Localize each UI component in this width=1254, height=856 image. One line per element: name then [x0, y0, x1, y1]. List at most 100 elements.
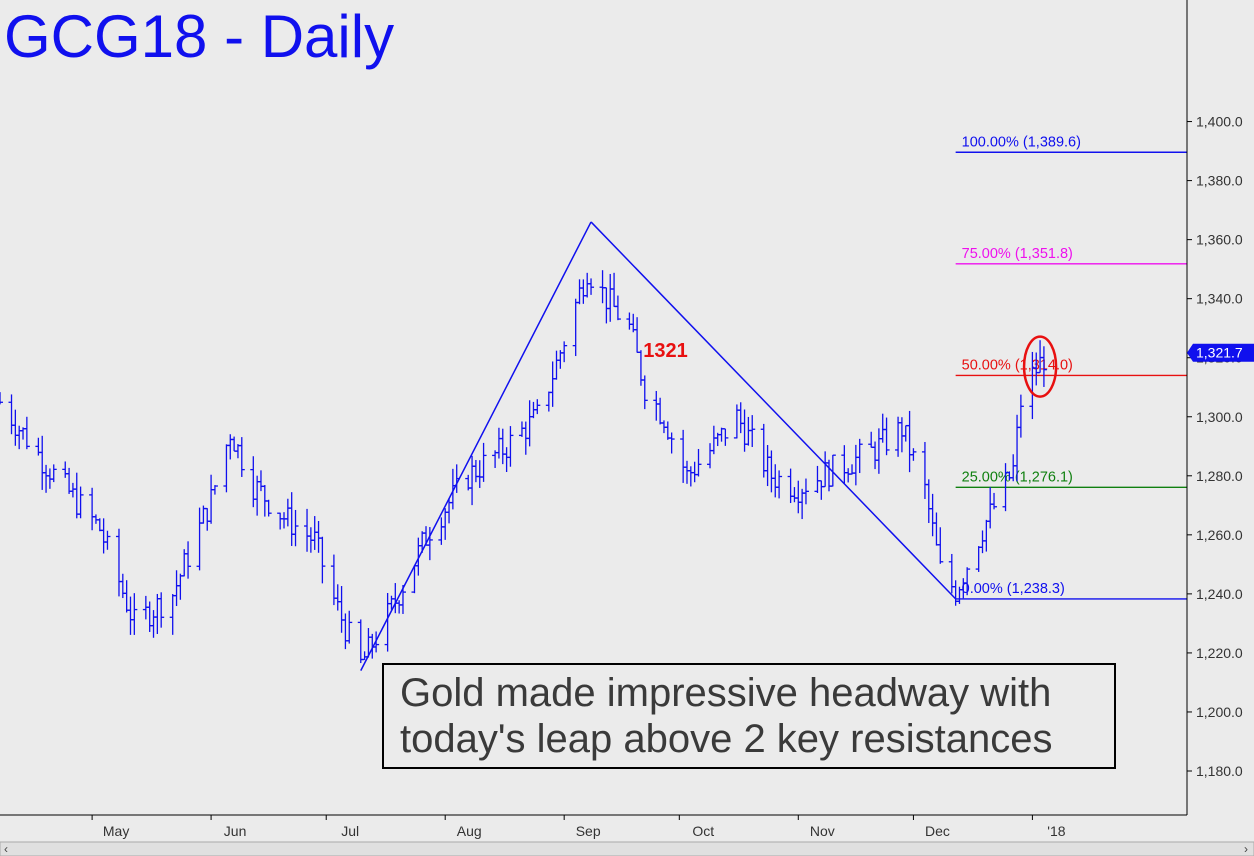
ohlc-bar — [626, 312, 633, 330]
ohlc-bars — [0, 270, 1047, 664]
ohlc-bar — [614, 295, 621, 321]
ohlc-bar — [154, 593, 161, 634]
chart-title: GCG18 - Daily — [4, 3, 395, 70]
ohlc-bar — [357, 619, 364, 664]
ohlc-bar — [553, 350, 560, 380]
ohlc-bar — [89, 487, 96, 531]
ohlc-bar — [657, 397, 664, 425]
ohlc-bar — [929, 493, 936, 537]
ohlc-bar — [599, 270, 606, 304]
ohlc-bar — [534, 399, 541, 415]
annotation-box: Gold made impressive headway with today'… — [382, 663, 1116, 769]
ohlc-bar — [987, 487, 994, 529]
ohlc-bar — [304, 508, 311, 552]
ohlc-bar — [707, 443, 714, 469]
ohlc-bar — [603, 287, 610, 324]
ohlc-bar — [507, 426, 514, 467]
ohlc-bar — [495, 427, 502, 459]
ohlc-bar — [921, 441, 928, 499]
ohlc-bar — [883, 417, 890, 456]
ohlc-bar — [292, 509, 299, 547]
ohlc-bar — [204, 507, 211, 531]
x-tick-label: Dec — [925, 823, 950, 839]
ohlc-bar — [910, 448, 917, 461]
ohlc-bar — [277, 512, 284, 530]
ohlc-bar — [737, 402, 744, 434]
ohlc-bar — [948, 553, 955, 594]
trendline-1 — [590, 221, 957, 600]
last-price-tag — [1187, 343, 1254, 362]
fibonacci-levels: 100.00% (1,389.6)75.00% (1,351.8)50.00% … — [955, 134, 1187, 600]
ohlc-bar — [691, 461, 698, 483]
y-tick-label: 1,340.0 — [1196, 291, 1243, 307]
ohlc-bar — [749, 415, 756, 447]
fib-label-4: 0.00% (1,238.3) — [962, 581, 1065, 597]
y-tick-label: 1,260.0 — [1196, 527, 1243, 543]
ohlc-bar — [442, 508, 449, 540]
ohlc-bar — [979, 530, 986, 554]
ohlc-bar — [158, 592, 165, 628]
annotation-line-2: today's leap above 2 key resistances — [400, 717, 1053, 761]
y-tick-label: 1,180.0 — [1196, 763, 1243, 779]
ohlc-bar — [872, 441, 879, 470]
ohlc-bar — [787, 468, 794, 504]
y-tick-label: 1,300.0 — [1196, 409, 1243, 425]
ohlc-bar — [104, 530, 111, 550]
ohlc-bar — [791, 487, 798, 503]
scrollbar — [0, 841, 1254, 856]
ohlc-bar — [760, 423, 767, 478]
trendline-0 — [360, 221, 592, 671]
ohlc-bar — [983, 519, 990, 552]
ohlc-bar — [211, 485, 218, 495]
ohlc-bar — [227, 434, 234, 460]
ohlc-bar — [73, 472, 80, 519]
x-tick-label: Nov — [810, 823, 835, 839]
ohlc-bar — [284, 498, 291, 527]
ohlc-bar — [311, 516, 318, 550]
ohlc-bar — [611, 272, 618, 308]
ohlc-bar — [8, 394, 15, 435]
ohlc-bar — [131, 593, 138, 635]
ohlc-bar — [77, 486, 84, 519]
ohlc-bar — [561, 341, 568, 363]
ohlc-bar — [265, 499, 272, 517]
ohlc-bar — [127, 596, 134, 635]
ohlc-bar — [768, 450, 775, 493]
y-tick-label: 1,200.0 — [1196, 704, 1243, 720]
ohlc-bar — [607, 273, 614, 322]
ohlc-bar — [975, 546, 982, 572]
ohlc-bar — [576, 279, 583, 305]
y-tick-label: 1,240.0 — [1196, 586, 1243, 602]
ohlc-bar — [925, 479, 932, 524]
ohlc-bar — [545, 391, 552, 412]
ohlc-bar — [480, 442, 487, 482]
ohlc-bar — [338, 586, 345, 633]
x-tick-label: Oct — [692, 823, 714, 839]
ohlc-bar — [572, 298, 579, 357]
ohlc-bar — [764, 445, 771, 487]
ohlc-bar — [346, 610, 353, 644]
ohlc-bar — [472, 459, 479, 483]
ohlc-bar — [438, 517, 445, 545]
ohlc-bar — [829, 454, 836, 487]
ohlc-bar — [549, 361, 556, 407]
ohlc-bar — [1017, 394, 1024, 438]
ohlc-bar — [856, 438, 863, 474]
scroll-right-icon: › — [1244, 842, 1248, 856]
ohlc-bar — [319, 536, 326, 584]
ohlc-bar — [898, 417, 905, 453]
ohlc-bar — [476, 460, 483, 488]
ohlc-bar — [62, 461, 69, 478]
ohlc-bar — [588, 278, 595, 295]
ohlc-bar — [281, 512, 288, 529]
ohlc-bar — [695, 448, 702, 477]
ohlc-bar — [641, 375, 648, 410]
last-price-label: 1,321.7 — [1196, 345, 1243, 361]
ohlc-bar — [238, 437, 245, 477]
ohlc-bar — [369, 633, 376, 659]
x-tick-label: Sep — [576, 823, 601, 839]
ohlc-bar — [772, 464, 779, 498]
ohlc-bar — [933, 512, 940, 546]
y-tick-label: 1,380.0 — [1196, 173, 1243, 189]
